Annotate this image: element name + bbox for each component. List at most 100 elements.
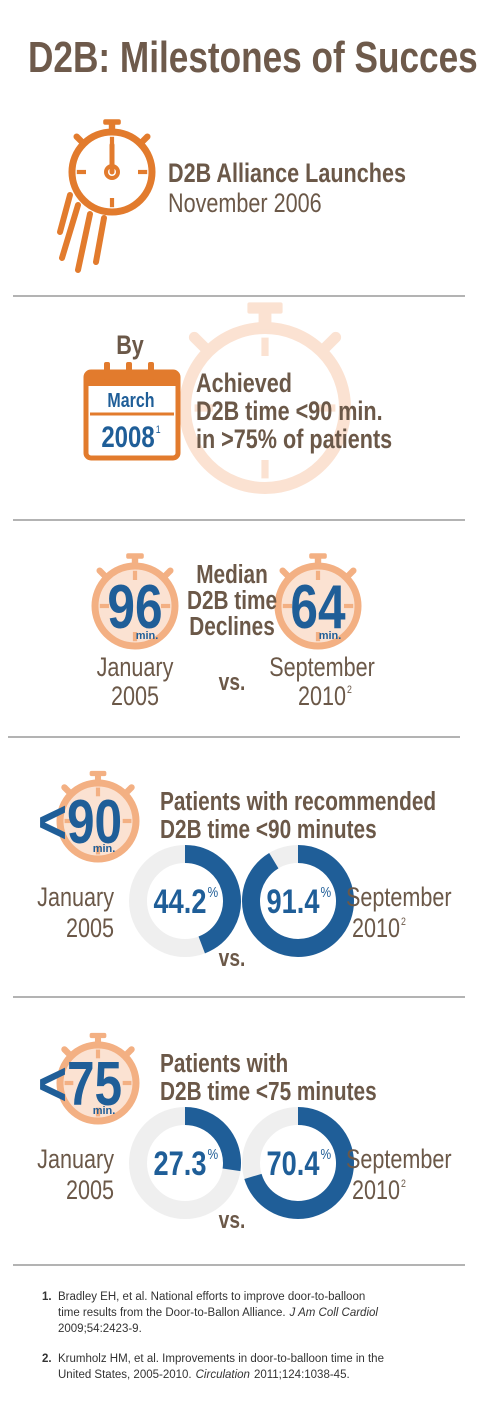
reference-text: United States, 2005-2010.	[58, 1369, 192, 1381]
stopwatch-button	[96, 567, 109, 580]
date-label: September	[346, 883, 452, 913]
vs-label: vs.	[219, 668, 246, 696]
date-label: 2005	[66, 914, 114, 944]
stopwatch-button	[73, 133, 86, 146]
reference-text: 2009;54:2423-9.	[58, 1323, 142, 1335]
reference-line: time results from the Door-to-Ballon All…	[58, 1307, 378, 1319]
stopwatch-knob	[126, 553, 144, 559]
stopwatch-button	[138, 133, 151, 146]
date-label: January	[97, 653, 174, 683]
speed-trail	[59, 202, 81, 261]
page-title: D2B: Milestones of Success	[28, 33, 479, 82]
reference-text: Krumholz HM, et al. Improvements in door…	[58, 1353, 384, 1365]
by-label: By	[116, 331, 144, 361]
median-heading: D2B time	[187, 586, 277, 615]
stopwatch-knob	[247, 302, 283, 314]
donut-value: 91.4	[267, 882, 320, 921]
achievement-text: Achieved	[196, 369, 292, 399]
minutes-unit: min.	[93, 843, 116, 855]
milestone-heading: D2B Alliance Launches	[168, 159, 406, 189]
stopwatch-button	[318, 331, 342, 355]
date-label: 2010	[298, 682, 346, 712]
stopwatch-button	[344, 567, 357, 580]
stopwatch-stem	[258, 312, 272, 330]
calendar-month: March	[107, 389, 154, 411]
stopwatch-icon	[56, 1032, 140, 1125]
stopwatch-hub	[104, 164, 120, 180]
speed-trail	[93, 215, 107, 265]
achievement-text: D2B time <90 min.	[196, 397, 383, 427]
superscript: %	[320, 884, 331, 901]
section-heading: D2B time <75 minutes	[160, 1077, 377, 1106]
stopwatch-stem	[131, 558, 139, 567]
achievement-text: in >75% of patients	[196, 425, 392, 455]
date-label: January	[37, 883, 114, 913]
stopwatch-button	[61, 1046, 73, 1058]
date-label: January	[37, 1145, 114, 1175]
stopwatch-knob	[309, 553, 327, 559]
donut-value: 70.4	[267, 1144, 320, 1183]
vs-label: vs.	[219, 1206, 246, 1234]
stopwatch-knob	[89, 1032, 107, 1039]
stopwatch-icon	[274, 553, 362, 650]
stopwatch-button	[61, 784, 73, 796]
speed-trail	[75, 211, 93, 273]
section-heading: D2B time <90 minutes	[160, 815, 377, 844]
reference-text: time results from the Door-to-Ballon All…	[58, 1307, 286, 1319]
superscript: 1	[156, 424, 161, 436]
donut-arc	[184, 845, 241, 954]
stopwatch-icon	[56, 770, 140, 863]
date-label: September	[346, 1145, 452, 1175]
stopwatch-stem	[94, 1037, 102, 1046]
stopwatch-stem	[94, 775, 102, 784]
section-heading: Patients with	[160, 1049, 288, 1078]
date-label: 2005	[111, 682, 159, 712]
stopwatch-knob	[103, 119, 121, 125]
donut-value: 27.3	[154, 1144, 207, 1183]
stopwatch-button	[123, 1046, 135, 1058]
reference-text: Bradley EH, et al. National efforts to i…	[58, 1291, 365, 1303]
calendar-ring	[148, 362, 154, 380]
stopwatch-button	[123, 784, 135, 796]
date-label: 2005	[66, 1176, 114, 1206]
minutes-unit: min.	[136, 630, 159, 642]
superscript: 2	[401, 916, 406, 928]
median-heading: Declines	[189, 612, 275, 641]
reference-text: 2011;124:1038-45.	[254, 1369, 350, 1381]
stopwatch-button	[161, 567, 174, 580]
reference-line: Krumholz HM, et al. Improvements in door…	[58, 1353, 384, 1365]
median-heading: Median	[196, 560, 268, 589]
speed-trail	[57, 192, 73, 235]
calendar-ring	[104, 362, 110, 380]
milestone-date: November 2006	[168, 189, 322, 219]
superscript: 2	[401, 1178, 406, 1190]
donut-arc	[244, 1107, 354, 1219]
median-minutes: 64	[290, 572, 345, 642]
stopwatch-stem	[108, 124, 116, 133]
superscript: 2	[347, 684, 352, 696]
calendar-year: 2008	[101, 419, 154, 453]
reference-number: 1.	[42, 1291, 52, 1303]
stopwatch-stem	[314, 558, 322, 567]
vs-label: vs.	[219, 944, 246, 972]
reference-line: 2009;54:2423-9.	[58, 1323, 142, 1335]
stopwatch-button	[188, 331, 212, 355]
calendar-ring	[126, 362, 132, 380]
threshold: <75	[38, 1049, 122, 1119]
minutes-unit: min.	[93, 1105, 116, 1117]
superscript: %	[207, 884, 218, 901]
donut-arc	[184, 1107, 241, 1172]
reference-line: United States, 2005-2010. Circulation 2011…	[58, 1369, 350, 1381]
reference-text: Circulation	[196, 1369, 250, 1381]
stopwatch-icon	[91, 553, 179, 650]
stopwatch-button	[279, 567, 292, 580]
superscript: %	[320, 1146, 331, 1163]
stopwatch-knob	[89, 770, 107, 777]
stopwatch-icon	[179, 302, 351, 494]
donut-value: 44.2	[154, 882, 207, 921]
minutes-unit: min.	[319, 630, 342, 642]
reference-line: Bradley EH, et al. National efforts to i…	[58, 1291, 365, 1303]
reference-number: 2.	[42, 1353, 52, 1365]
